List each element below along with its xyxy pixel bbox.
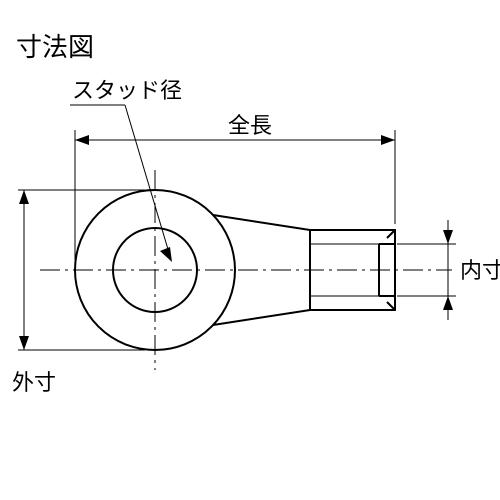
label-stud-diameter: スタッド径: [72, 78, 182, 103]
arrow-inner-b: [443, 296, 453, 310]
arrow-overall-r: [381, 135, 395, 145]
barrel-bevel-br: [387, 302, 395, 310]
arrow-outer-b: [19, 336, 29, 350]
label-outer-dim: 外寸: [12, 370, 56, 395]
arrow-outer-t: [19, 190, 29, 204]
arrow-stud: [160, 247, 172, 262]
label-inner-dim: 内寸: [460, 258, 500, 283]
leader-stud: [125, 105, 170, 256]
label-overall-length: 全長: [228, 113, 272, 138]
arrow-overall-l: [75, 135, 89, 145]
barrel-bevel-tr: [387, 230, 395, 238]
page-title: 寸法図: [16, 32, 94, 62]
arrow-inner-t: [443, 230, 453, 244]
